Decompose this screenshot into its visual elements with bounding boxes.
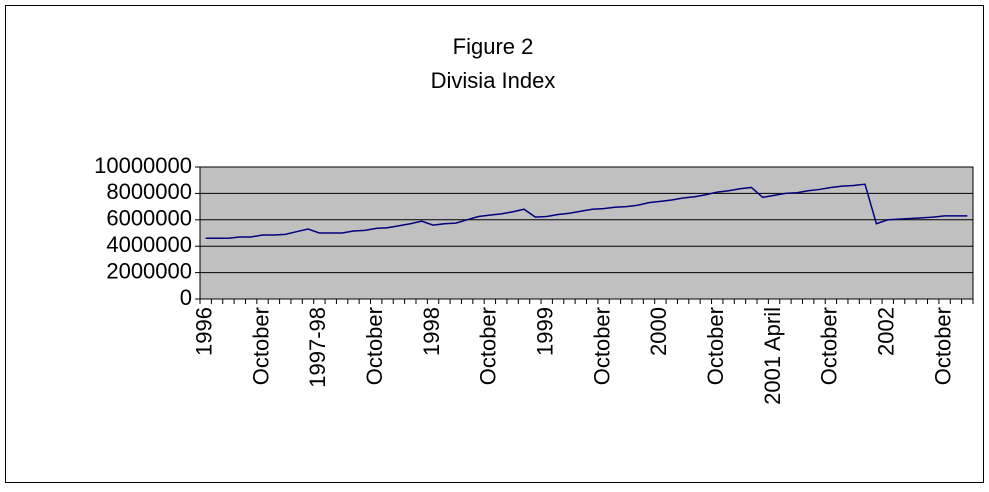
x-tick-label: October — [930, 307, 955, 385]
chart-subtitle: Divisia Index — [431, 68, 556, 93]
x-tick-label: October — [476, 307, 501, 385]
data-line — [205, 183, 968, 240]
x-tick-label: 2002 — [874, 307, 899, 356]
y-tick-label: 6000000 — [106, 206, 192, 231]
y-tick-label: 2000000 — [106, 258, 192, 283]
x-tick-label: October — [362, 307, 387, 385]
y-tick-label: 4000000 — [106, 232, 192, 257]
y-tick-label: 8000000 — [106, 179, 192, 204]
x-tick-label: 2000 — [646, 307, 671, 356]
x-tick-label: October — [248, 307, 273, 385]
y-tick-label: 0 — [180, 285, 192, 310]
x-tick-label: 2001 April — [760, 307, 785, 405]
x-tick-label: October — [817, 307, 842, 385]
x-tick-label: 1998 — [419, 307, 444, 356]
x-tick-label: October — [589, 307, 614, 385]
plot-area — [200, 167, 973, 299]
chart-title: Figure 2 — [453, 34, 534, 59]
x-tick-label: 1997-98 — [305, 307, 330, 388]
x-tick-label: October — [703, 307, 728, 385]
x-tick-label: 1999 — [533, 307, 558, 356]
x-tick-label: 1996 — [191, 307, 216, 356]
y-tick-label: 10000000 — [94, 153, 192, 178]
